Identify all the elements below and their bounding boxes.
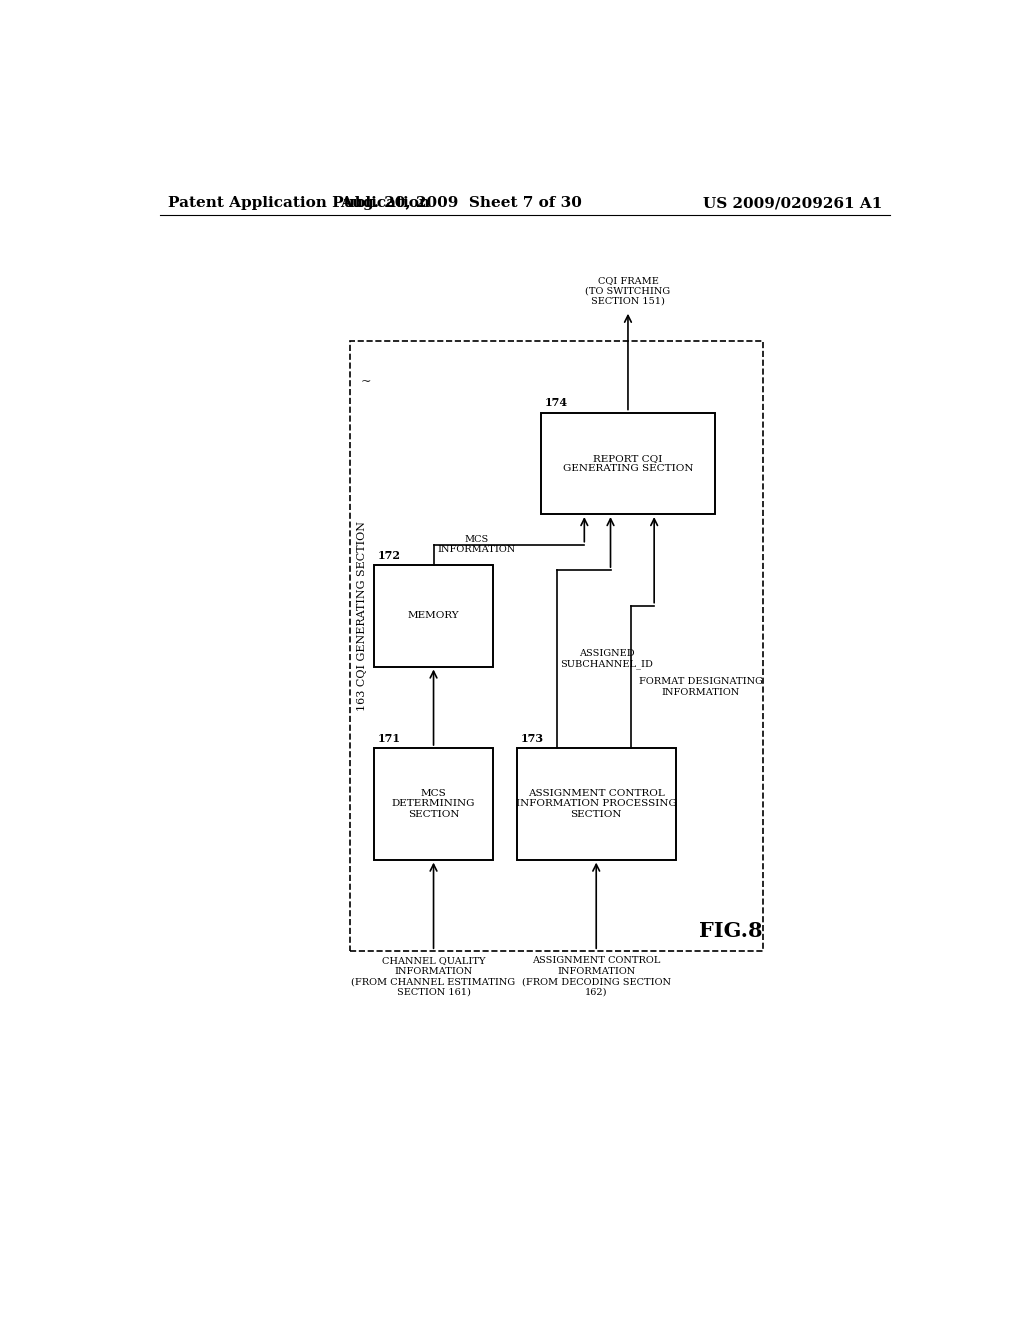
Text: FORMAT DESIGNATING
INFORMATION: FORMAT DESIGNATING INFORMATION xyxy=(639,677,763,697)
Bar xyxy=(374,565,493,667)
Text: Aug. 20, 2009  Sheet 7 of 30: Aug. 20, 2009 Sheet 7 of 30 xyxy=(340,197,583,210)
Bar xyxy=(517,748,676,859)
Text: REPORT CQI
GENERATING SECTION: REPORT CQI GENERATING SECTION xyxy=(563,454,693,473)
Bar xyxy=(541,413,715,515)
Text: Patent Application Publication: Patent Application Publication xyxy=(168,197,430,210)
Text: CHANNEL QUALITY
INFORMATION
(FROM CHANNEL ESTIMATING
SECTION 161): CHANNEL QUALITY INFORMATION (FROM CHANNE… xyxy=(351,956,516,997)
Text: 172: 172 xyxy=(378,550,401,561)
Text: 163 CQI GENERATING SECTION: 163 CQI GENERATING SECTION xyxy=(357,521,368,710)
Text: ~: ~ xyxy=(360,375,372,388)
Text: 173: 173 xyxy=(521,733,544,744)
Text: FIG.8: FIG.8 xyxy=(699,921,763,941)
Text: 174: 174 xyxy=(545,397,567,408)
Text: ASSIGNMENT CONTROL
INFORMATION PROCESSING
SECTION: ASSIGNMENT CONTROL INFORMATION PROCESSIN… xyxy=(516,789,677,818)
Text: MCS
INFORMATION: MCS INFORMATION xyxy=(437,535,516,554)
Text: ASSIGNMENT CONTROL
INFORMATION
(FROM DECODING SECTION
162): ASSIGNMENT CONTROL INFORMATION (FROM DEC… xyxy=(521,956,671,997)
Text: ASSIGNED
SUBCHANNEL_ID: ASSIGNED SUBCHANNEL_ID xyxy=(560,649,653,669)
Text: CQI FRAME
(TO SWITCHING
SECTION 151): CQI FRAME (TO SWITCHING SECTION 151) xyxy=(586,276,671,306)
Text: MEMORY: MEMORY xyxy=(408,611,460,620)
Bar xyxy=(374,748,493,859)
Text: US 2009/0209261 A1: US 2009/0209261 A1 xyxy=(702,197,882,210)
Text: MCS
DETERMINING
SECTION: MCS DETERMINING SECTION xyxy=(392,789,475,818)
Text: 171: 171 xyxy=(378,733,401,744)
Bar xyxy=(350,342,763,952)
